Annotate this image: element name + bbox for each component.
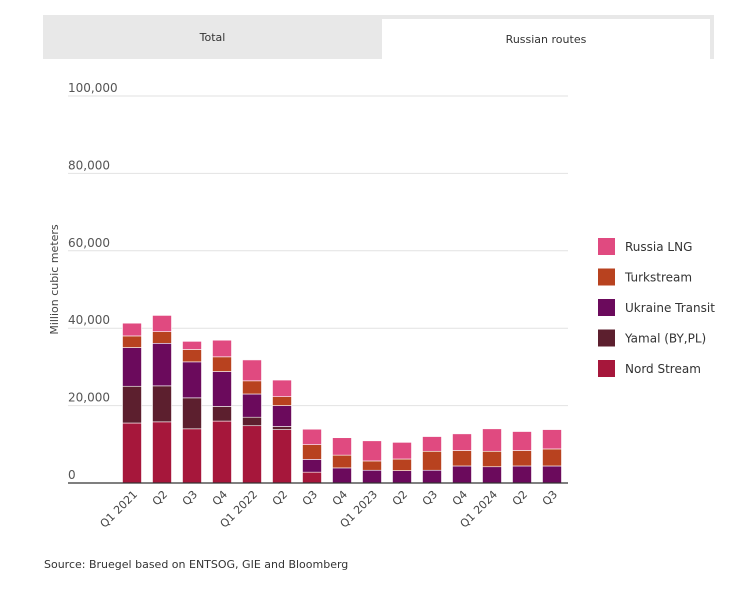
bar-segment	[242, 393, 262, 418]
bar-segment	[242, 425, 262, 484]
x-tick-label: Q3	[540, 488, 560, 508]
bar-segment	[152, 385, 172, 423]
bar-segment	[212, 420, 232, 484]
bar-segment	[392, 442, 412, 460]
y-axis-ticks: 0 20,000 40,000 60,000 80,000 100,000	[68, 81, 118, 482]
bar-segment	[122, 385, 142, 424]
bar-segment	[302, 428, 322, 445]
bar-segment	[122, 347, 142, 387]
view-tabs: Total Russian routes	[43, 15, 714, 59]
bar-segment	[332, 454, 352, 469]
x-tick-label: Q3	[420, 488, 440, 508]
bar-segment	[152, 315, 172, 332]
bar-segment	[122, 335, 142, 348]
bar-segment	[182, 397, 202, 430]
bar-segment	[542, 465, 562, 484]
bar-segment	[302, 444, 322, 460]
x-tick-label: Q3	[300, 488, 320, 508]
legend-swatch	[598, 238, 615, 255]
legend-swatch	[598, 299, 615, 316]
bar-segment	[362, 440, 382, 462]
bar-segment	[272, 426, 292, 430]
bar-segment	[452, 433, 472, 451]
x-tick-label: Q4	[330, 488, 350, 508]
bar-segment	[182, 341, 202, 350]
bar-segment	[182, 349, 202, 363]
y-tick-label: 40,000	[68, 313, 110, 327]
bar-segment	[242, 416, 262, 427]
bar-segment	[302, 471, 322, 484]
bar-segment	[212, 339, 232, 358]
bar-segment	[512, 465, 532, 484]
bar-segment	[122, 322, 142, 337]
x-tick-label: Q1 2021	[98, 488, 141, 531]
bar-segment	[542, 448, 562, 467]
bar-segment	[332, 437, 352, 456]
legend-label: Turkstream	[624, 271, 692, 285]
bar-segment	[272, 429, 292, 484]
bar-segment	[152, 342, 172, 387]
grid-lines	[68, 95, 568, 407]
y-tick-label: 80,000	[68, 158, 110, 172]
bar-segment	[452, 450, 472, 467]
legend-label: Russia LNG	[625, 240, 692, 254]
bar-segment	[122, 422, 142, 484]
bar-segment	[182, 428, 202, 484]
legend-swatch	[598, 268, 615, 286]
legend-label: Ukraine Transit	[625, 301, 715, 315]
x-tick-label: Q2	[270, 488, 290, 508]
bar-segment	[272, 379, 292, 397]
legend-swatch	[598, 329, 615, 347]
legend: Russia LNG Turkstream Ukraine Transit Yamal…	[598, 238, 715, 377]
bar-segment	[452, 465, 472, 484]
bar-segment	[482, 450, 502, 468]
y-tick-label: 0	[68, 468, 76, 482]
bar-segment	[422, 469, 442, 484]
bar-series	[122, 315, 562, 484]
bar-segment	[242, 380, 262, 395]
source-note: Source: Bruegel based on ENTSOG, GIE and…	[44, 558, 349, 571]
bar-segment	[362, 460, 382, 471]
bar-segment	[512, 431, 532, 451]
x-tick-label: Q3	[180, 488, 200, 508]
tab-russian-routes[interactable]: Russian routes	[382, 19, 710, 59]
bar-segment	[182, 361, 202, 399]
y-tick-label: 60,000	[68, 236, 110, 250]
bar-segment	[482, 428, 502, 452]
bar-segment	[272, 396, 292, 406]
legend-swatch	[598, 360, 615, 377]
bar-segment	[302, 459, 322, 473]
y-axis-label: Million cubic meters	[48, 224, 61, 335]
bar-segment	[212, 406, 232, 422]
bar-segment	[272, 405, 292, 427]
x-tick-label: Q4	[210, 488, 230, 508]
x-tick-label: Q2	[150, 488, 170, 508]
bar-segment	[482, 466, 502, 484]
y-tick-label: 100,000	[68, 81, 118, 95]
x-tick-label: Q4	[450, 488, 470, 508]
legend-label: Nord Stream	[625, 362, 701, 376]
tab-total[interactable]: Total	[199, 30, 226, 44]
bar-segment	[212, 356, 232, 372]
bar-segment	[542, 429, 562, 450]
x-tick-label: Q2	[390, 488, 410, 508]
bar-segment	[512, 450, 532, 467]
bar-segment	[422, 450, 442, 471]
bar-segment	[392, 458, 412, 471]
bar-segment	[242, 359, 262, 382]
x-tick-label: Q2	[510, 488, 530, 508]
bar-segment	[392, 470, 412, 484]
y-tick-label: 20,000	[68, 391, 110, 405]
bar-segment	[152, 421, 172, 484]
bar-segment	[332, 467, 352, 484]
bar-segment	[152, 331, 172, 344]
bar-segment	[212, 371, 232, 407]
bar-segment	[422, 436, 442, 452]
bar-segment	[362, 469, 382, 484]
legend-label: Yamal (BY,PL)	[624, 332, 706, 346]
